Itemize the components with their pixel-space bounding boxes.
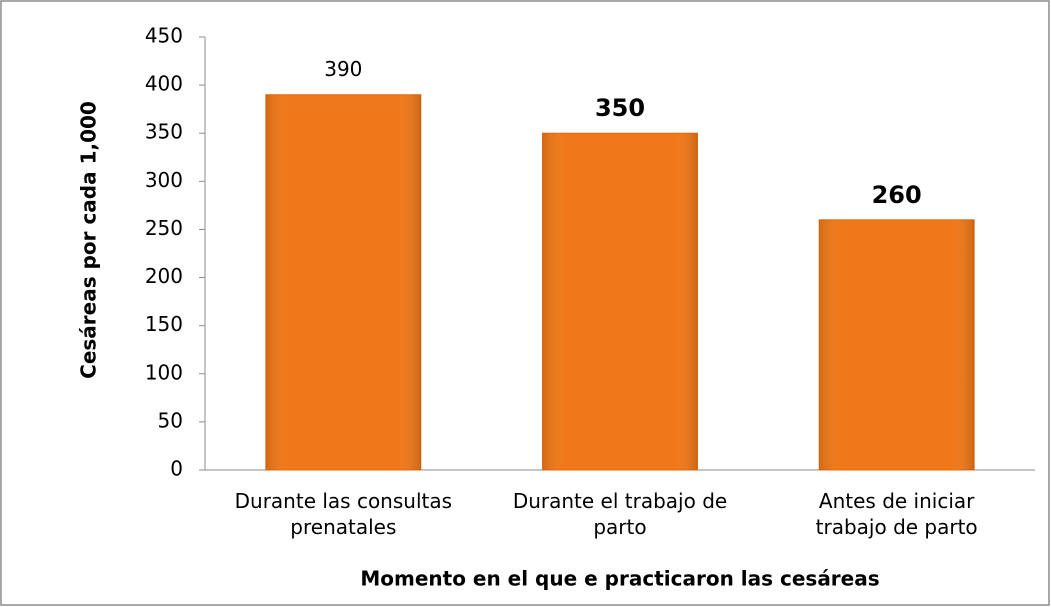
y-tick-label: 450 [145, 24, 183, 48]
bar-shade [265, 94, 421, 470]
x-tick-label: Durante las consultas prenatales [234, 489, 453, 539]
y-tick-label: 250 [145, 216, 183, 240]
y-tick-label: 100 [145, 360, 183, 384]
bar-shade [819, 219, 975, 470]
y-tick-label: 200 [145, 264, 183, 288]
y-tick-label: 50 [158, 408, 183, 432]
y-tick-label: 150 [145, 312, 183, 336]
y-tick-label: 350 [145, 120, 183, 144]
y-tick-label: 300 [145, 168, 183, 192]
value-label: 390 [324, 57, 362, 81]
y-tick-label: 400 [145, 72, 183, 96]
value-label: 260 [872, 181, 922, 209]
x-tick-label: Antes de iniciar trabajo de parto [815, 489, 978, 539]
x-axis-title: Momento en el que e practicaron las cesá… [360, 567, 879, 591]
y-tick-label: 0 [170, 457, 183, 481]
value-label: 350 [595, 94, 645, 122]
y-axis-title: Cesáreas por cada 1,000 [77, 101, 101, 379]
bar-shade [542, 133, 698, 470]
x-tick-label: Durante el trabajo de parto [512, 489, 728, 539]
